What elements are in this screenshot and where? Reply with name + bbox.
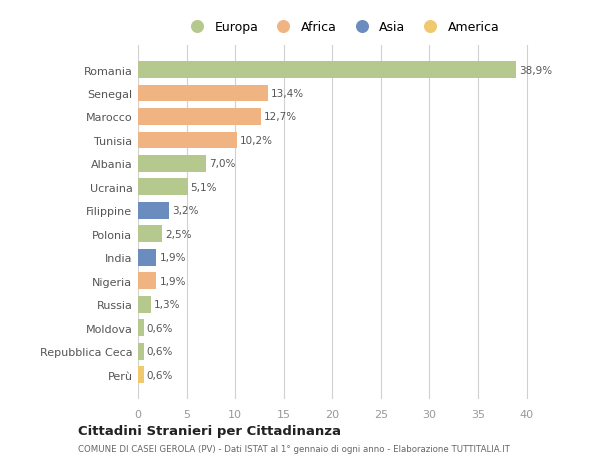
Text: 12,7%: 12,7% — [264, 112, 298, 122]
Bar — [138, 343, 144, 360]
Text: 5,1%: 5,1% — [190, 183, 217, 192]
Text: 7,0%: 7,0% — [209, 159, 235, 169]
Text: 1,3%: 1,3% — [154, 300, 180, 309]
Text: 1,9%: 1,9% — [160, 276, 186, 286]
Bar — [138, 319, 144, 336]
Text: 0,6%: 0,6% — [147, 370, 173, 380]
Legend: Europa, Africa, Asia, America: Europa, Africa, Asia, America — [181, 17, 503, 37]
Bar — [138, 62, 516, 79]
Text: 3,2%: 3,2% — [172, 206, 199, 216]
Bar — [138, 249, 157, 266]
Text: 38,9%: 38,9% — [519, 65, 552, 75]
Bar — [138, 366, 144, 383]
Bar — [138, 202, 169, 219]
Text: COMUNE DI CASEI GEROLA (PV) - Dati ISTAT al 1° gennaio di ogni anno - Elaborazio: COMUNE DI CASEI GEROLA (PV) - Dati ISTAT… — [78, 444, 510, 453]
Text: Cittadini Stranieri per Cittadinanza: Cittadini Stranieri per Cittadinanza — [78, 424, 341, 437]
Text: 13,4%: 13,4% — [271, 89, 304, 99]
Bar — [138, 273, 157, 290]
Bar — [138, 179, 188, 196]
Text: 10,2%: 10,2% — [240, 136, 273, 146]
Text: 1,9%: 1,9% — [160, 253, 186, 263]
Bar — [138, 85, 268, 102]
Text: 2,5%: 2,5% — [165, 230, 192, 239]
Bar — [138, 109, 262, 126]
Bar — [138, 296, 151, 313]
Bar — [138, 226, 162, 243]
Text: 0,6%: 0,6% — [147, 323, 173, 333]
Bar — [138, 132, 237, 149]
Bar — [138, 156, 206, 173]
Text: 0,6%: 0,6% — [147, 347, 173, 356]
